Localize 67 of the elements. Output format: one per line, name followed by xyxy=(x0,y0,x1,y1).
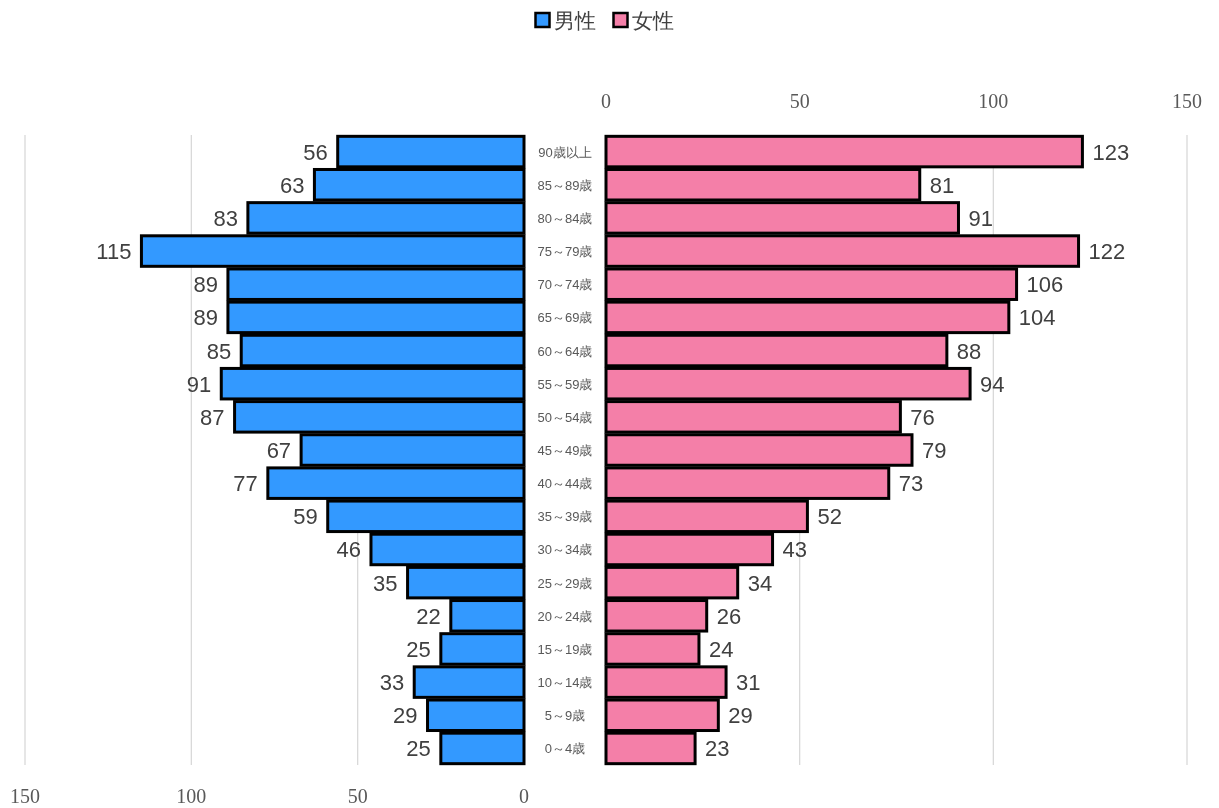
data-label: 88 xyxy=(956,338,982,364)
x-tick-label: 100 xyxy=(978,90,1009,112)
data-label: 52 xyxy=(817,504,842,530)
y-tick-label: 30～34歳 xyxy=(537,542,593,558)
data-label: 85 xyxy=(206,338,232,364)
data-label: 59 xyxy=(293,504,318,530)
data-label: 22 xyxy=(416,603,441,629)
data-label: 67 xyxy=(266,438,292,463)
data-label: 46 xyxy=(336,537,361,563)
y-tick-label: 45～49歳 xyxy=(537,443,593,458)
data-label: 76 xyxy=(910,404,935,430)
y-tick-label: 90歳以上 xyxy=(538,144,592,160)
data-label: 25 xyxy=(406,736,431,762)
x-tick-label: 0 xyxy=(519,785,529,807)
data-label: 29 xyxy=(728,703,753,729)
data-label: 25 xyxy=(406,636,431,662)
data-label: 115 xyxy=(96,239,132,265)
y-tick-label: 20～24歳 xyxy=(537,608,593,624)
data-label: 43 xyxy=(782,537,808,563)
x-tick-label: 0 xyxy=(601,90,611,112)
data-label: 89 xyxy=(193,305,218,331)
y-tick-label: 15～19歳 xyxy=(537,641,593,657)
data-label: 87 xyxy=(200,404,225,430)
data-label: 94 xyxy=(980,371,1005,397)
x-tick-label: 50 xyxy=(347,785,368,807)
data-label: 83 xyxy=(213,205,238,231)
x-tick-label: 150 xyxy=(10,785,40,807)
data-label: 91 xyxy=(968,205,993,231)
legend-label: 女性 xyxy=(631,9,674,32)
y-tick-label: 85～89歳 xyxy=(537,177,593,193)
data-label: 29 xyxy=(393,703,418,729)
data-label: 24 xyxy=(708,636,734,662)
x-tick-label: 150 xyxy=(1172,90,1202,112)
data-label: 79 xyxy=(921,438,947,463)
data-label: 73 xyxy=(898,471,924,497)
y-tick-label: 50～54歳 xyxy=(537,409,593,425)
y-tick-label: 70～74歳 xyxy=(537,277,593,293)
data-label: 35 xyxy=(373,570,398,596)
data-label: 81 xyxy=(929,172,955,198)
x-tick-label: 50 xyxy=(789,90,810,112)
data-label: 23 xyxy=(705,736,730,762)
data-label: 89 xyxy=(193,272,218,298)
data-label: 123 xyxy=(1092,139,1130,165)
y-tick-label: 60～64歳 xyxy=(537,343,593,359)
legend-label: 男性 xyxy=(553,9,596,32)
x-tick-label: 100 xyxy=(176,785,207,807)
data-label: 63 xyxy=(279,172,305,198)
data-label: 34 xyxy=(747,570,773,596)
y-tick-label: 25～29歳 xyxy=(537,575,593,591)
data-label: 106 xyxy=(1026,272,1064,298)
y-tick-label: 0～4歳 xyxy=(544,741,586,757)
y-tick-label: 10～14歳 xyxy=(537,675,593,691)
y-tick-label: 40～44歳 xyxy=(537,476,593,492)
y-tick-label: 75～79歳 xyxy=(537,244,593,260)
data-label: 91 xyxy=(186,371,212,397)
y-tick-label: 80～84歳 xyxy=(537,210,593,226)
data-label: 33 xyxy=(379,670,405,696)
data-label: 122 xyxy=(1088,239,1126,265)
data-label: 104 xyxy=(1018,305,1056,331)
y-tick-label: 65～69歳 xyxy=(537,310,593,326)
y-tick-label: 55～59歳 xyxy=(537,376,593,392)
y-tick-label: 5～9歳 xyxy=(544,708,586,724)
data-label: 26 xyxy=(716,603,742,629)
data-label: 77 xyxy=(233,471,258,497)
data-label: 31 xyxy=(736,670,761,696)
data-label: 56 xyxy=(303,139,328,165)
y-tick-label: 35～39歳 xyxy=(537,509,593,525)
